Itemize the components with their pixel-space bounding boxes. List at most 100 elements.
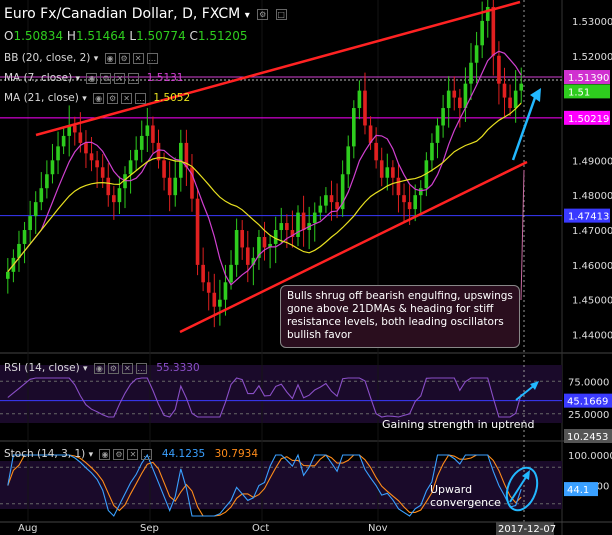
candles-group — [6, 0, 524, 328]
candle-body — [84, 142, 88, 154]
candle-body — [106, 177, 111, 196]
rsi-label[interactable]: RSI (14, close) — [4, 362, 80, 374]
candle-body — [117, 188, 122, 203]
close-icon[interactable]: ✕ — [132, 52, 144, 64]
candle-body — [67, 125, 72, 136]
more-icon[interactable]: … — [135, 362, 147, 374]
maximize-icon[interactable]: □ — [275, 8, 287, 20]
close-icon[interactable]: ✕ — [121, 362, 133, 374]
chevron-down-icon[interactable]: ▾ — [93, 54, 99, 64]
chevron-down-icon[interactable]: ▾ — [88, 450, 94, 460]
candle-body — [33, 202, 38, 217]
stoch-highlight-circle — [505, 466, 539, 512]
ma7-legend[interactable]: MA (7, close) ▾ ◉ ⚙ ✕… 1.5131 — [4, 72, 184, 84]
eye-icon[interactable]: ◉ — [93, 362, 105, 374]
candle-body — [167, 177, 172, 196]
stoch-note-text: Upward convergence — [430, 483, 501, 509]
candle-body — [139, 135, 144, 150]
eye-icon[interactable]: ◉ — [99, 448, 111, 460]
settings-icon[interactable]: ⚙ — [118, 52, 130, 64]
candle-body — [357, 90, 362, 109]
open-value: 1.50834 — [13, 29, 64, 43]
ohlc-row: O1.50834 H1.51464 L1.50774 C1.51205 — [4, 29, 248, 43]
candle-body — [441, 108, 445, 126]
candle-body — [95, 160, 99, 168]
stoch-arrowhead — [522, 470, 530, 480]
candle-body — [402, 195, 406, 203]
stoch-band — [0, 461, 562, 509]
ma21-value: 1.5052 — [153, 92, 191, 104]
more-icon[interactable]: … — [135, 92, 147, 104]
stoch-note: Upward convergence — [430, 483, 502, 509]
rsi-line — [7, 377, 522, 418]
candle-body — [480, 20, 484, 46]
candle-body — [268, 243, 272, 248]
candle-body — [435, 125, 440, 143]
rsi-legend[interactable]: RSI (14, close) ▾ ◉ ⚙ ✕… 55.3330 — [4, 362, 200, 374]
price-tag-bg — [564, 208, 610, 223]
candle-body — [335, 202, 339, 210]
analysis-note-text: Bulls shrug off bearish engulfing, upswi… — [287, 290, 513, 341]
stoch-legend[interactable]: Stoch (14, 3, 1) ▾ ◉ ⚙ ✕… 44.1235 30.7934 — [4, 448, 258, 460]
candle-body — [391, 167, 395, 178]
chevron-down-icon[interactable]: ▾ — [75, 74, 81, 84]
close-label: C — [189, 29, 198, 43]
eye-icon[interactable]: ◉ — [86, 72, 98, 84]
open-label: O — [4, 29, 14, 43]
high-label: H — [66, 29, 76, 43]
candle-body — [223, 282, 228, 300]
candle-body — [234, 230, 239, 265]
settings-icon[interactable]: ⚙ — [107, 362, 119, 374]
candle-body — [469, 62, 473, 84]
settings-icon[interactable]: ⚙ — [257, 8, 269, 20]
candle-body — [285, 223, 289, 231]
close-icon[interactable]: ✕ — [121, 92, 133, 104]
settings-icon[interactable]: ⚙ — [100, 72, 112, 84]
chart-title[interactable]: Euro Fx/Canadian Dollar, D, FXCM — [4, 6, 241, 22]
current-date-tag: 2017-12-07 — [498, 524, 556, 535]
price-tag-bg — [564, 70, 610, 85]
eye-icon[interactable]: ◉ — [93, 92, 105, 104]
ma7-label[interactable]: MA (7, close) — [4, 72, 73, 84]
eye-icon[interactable]: ◉ — [104, 52, 116, 64]
settings-icon[interactable]: ⚙ — [107, 92, 119, 104]
ma7-line — [7, 50, 522, 286]
stoch-label[interactable]: Stoch (14, 3, 1) — [4, 448, 86, 460]
candle-body — [407, 202, 412, 210]
candle-body — [458, 97, 462, 109]
close-icon[interactable]: ✕ — [114, 72, 126, 84]
candle-body — [184, 142, 189, 168]
bb-legend[interactable]: BB (20, close, 2) ▾ ◉ ⚙ ✕… — [4, 52, 158, 64]
candle-body — [290, 230, 295, 237]
candle-body — [173, 177, 178, 196]
candle-body — [22, 230, 27, 244]
candle-body — [279, 223, 284, 231]
close-value: 1.51205 — [197, 29, 248, 43]
stoch-d-line — [7, 454, 522, 517]
candle-body — [262, 236, 267, 248]
price-axis-label: 1.49000 — [572, 156, 612, 167]
settings-icon[interactable]: ⚙ — [113, 448, 125, 460]
stoch-d-value: 30.7934 — [214, 448, 258, 460]
chevron-down-icon[interactable]: ▾ — [82, 94, 87, 104]
candle-body — [452, 90, 457, 98]
more-icon[interactable]: … — [128, 72, 140, 84]
price-tag-label: 1.51390 — [568, 73, 609, 84]
more-icon[interactable]: … — [141, 448, 153, 460]
low-value: 1.50774 — [136, 29, 186, 43]
high-value: 1.51464 — [75, 29, 126, 43]
rsi-tag-bg — [564, 429, 612, 443]
price-tag-bg — [564, 84, 610, 99]
candle-body — [374, 142, 378, 161]
candle-body — [519, 83, 524, 91]
ma21-legend[interactable]: MA (21, close) ▾ ◉ ⚙ ✕… 1.5052 — [4, 92, 190, 104]
more-icon[interactable]: … — [146, 52, 158, 64]
low-label: L — [129, 29, 137, 43]
close-icon[interactable]: ✕ — [127, 448, 139, 460]
chevron-down-icon[interactable]: ▾ — [83, 364, 88, 374]
bb-label[interactable]: BB (20, close, 2) — [4, 52, 91, 64]
chevron-down-icon[interactable]: ▾ — [244, 10, 250, 21]
stoch-axis-label: 100.0000 — [568, 451, 612, 462]
ma21-label[interactable]: MA (21, close) — [4, 92, 79, 104]
